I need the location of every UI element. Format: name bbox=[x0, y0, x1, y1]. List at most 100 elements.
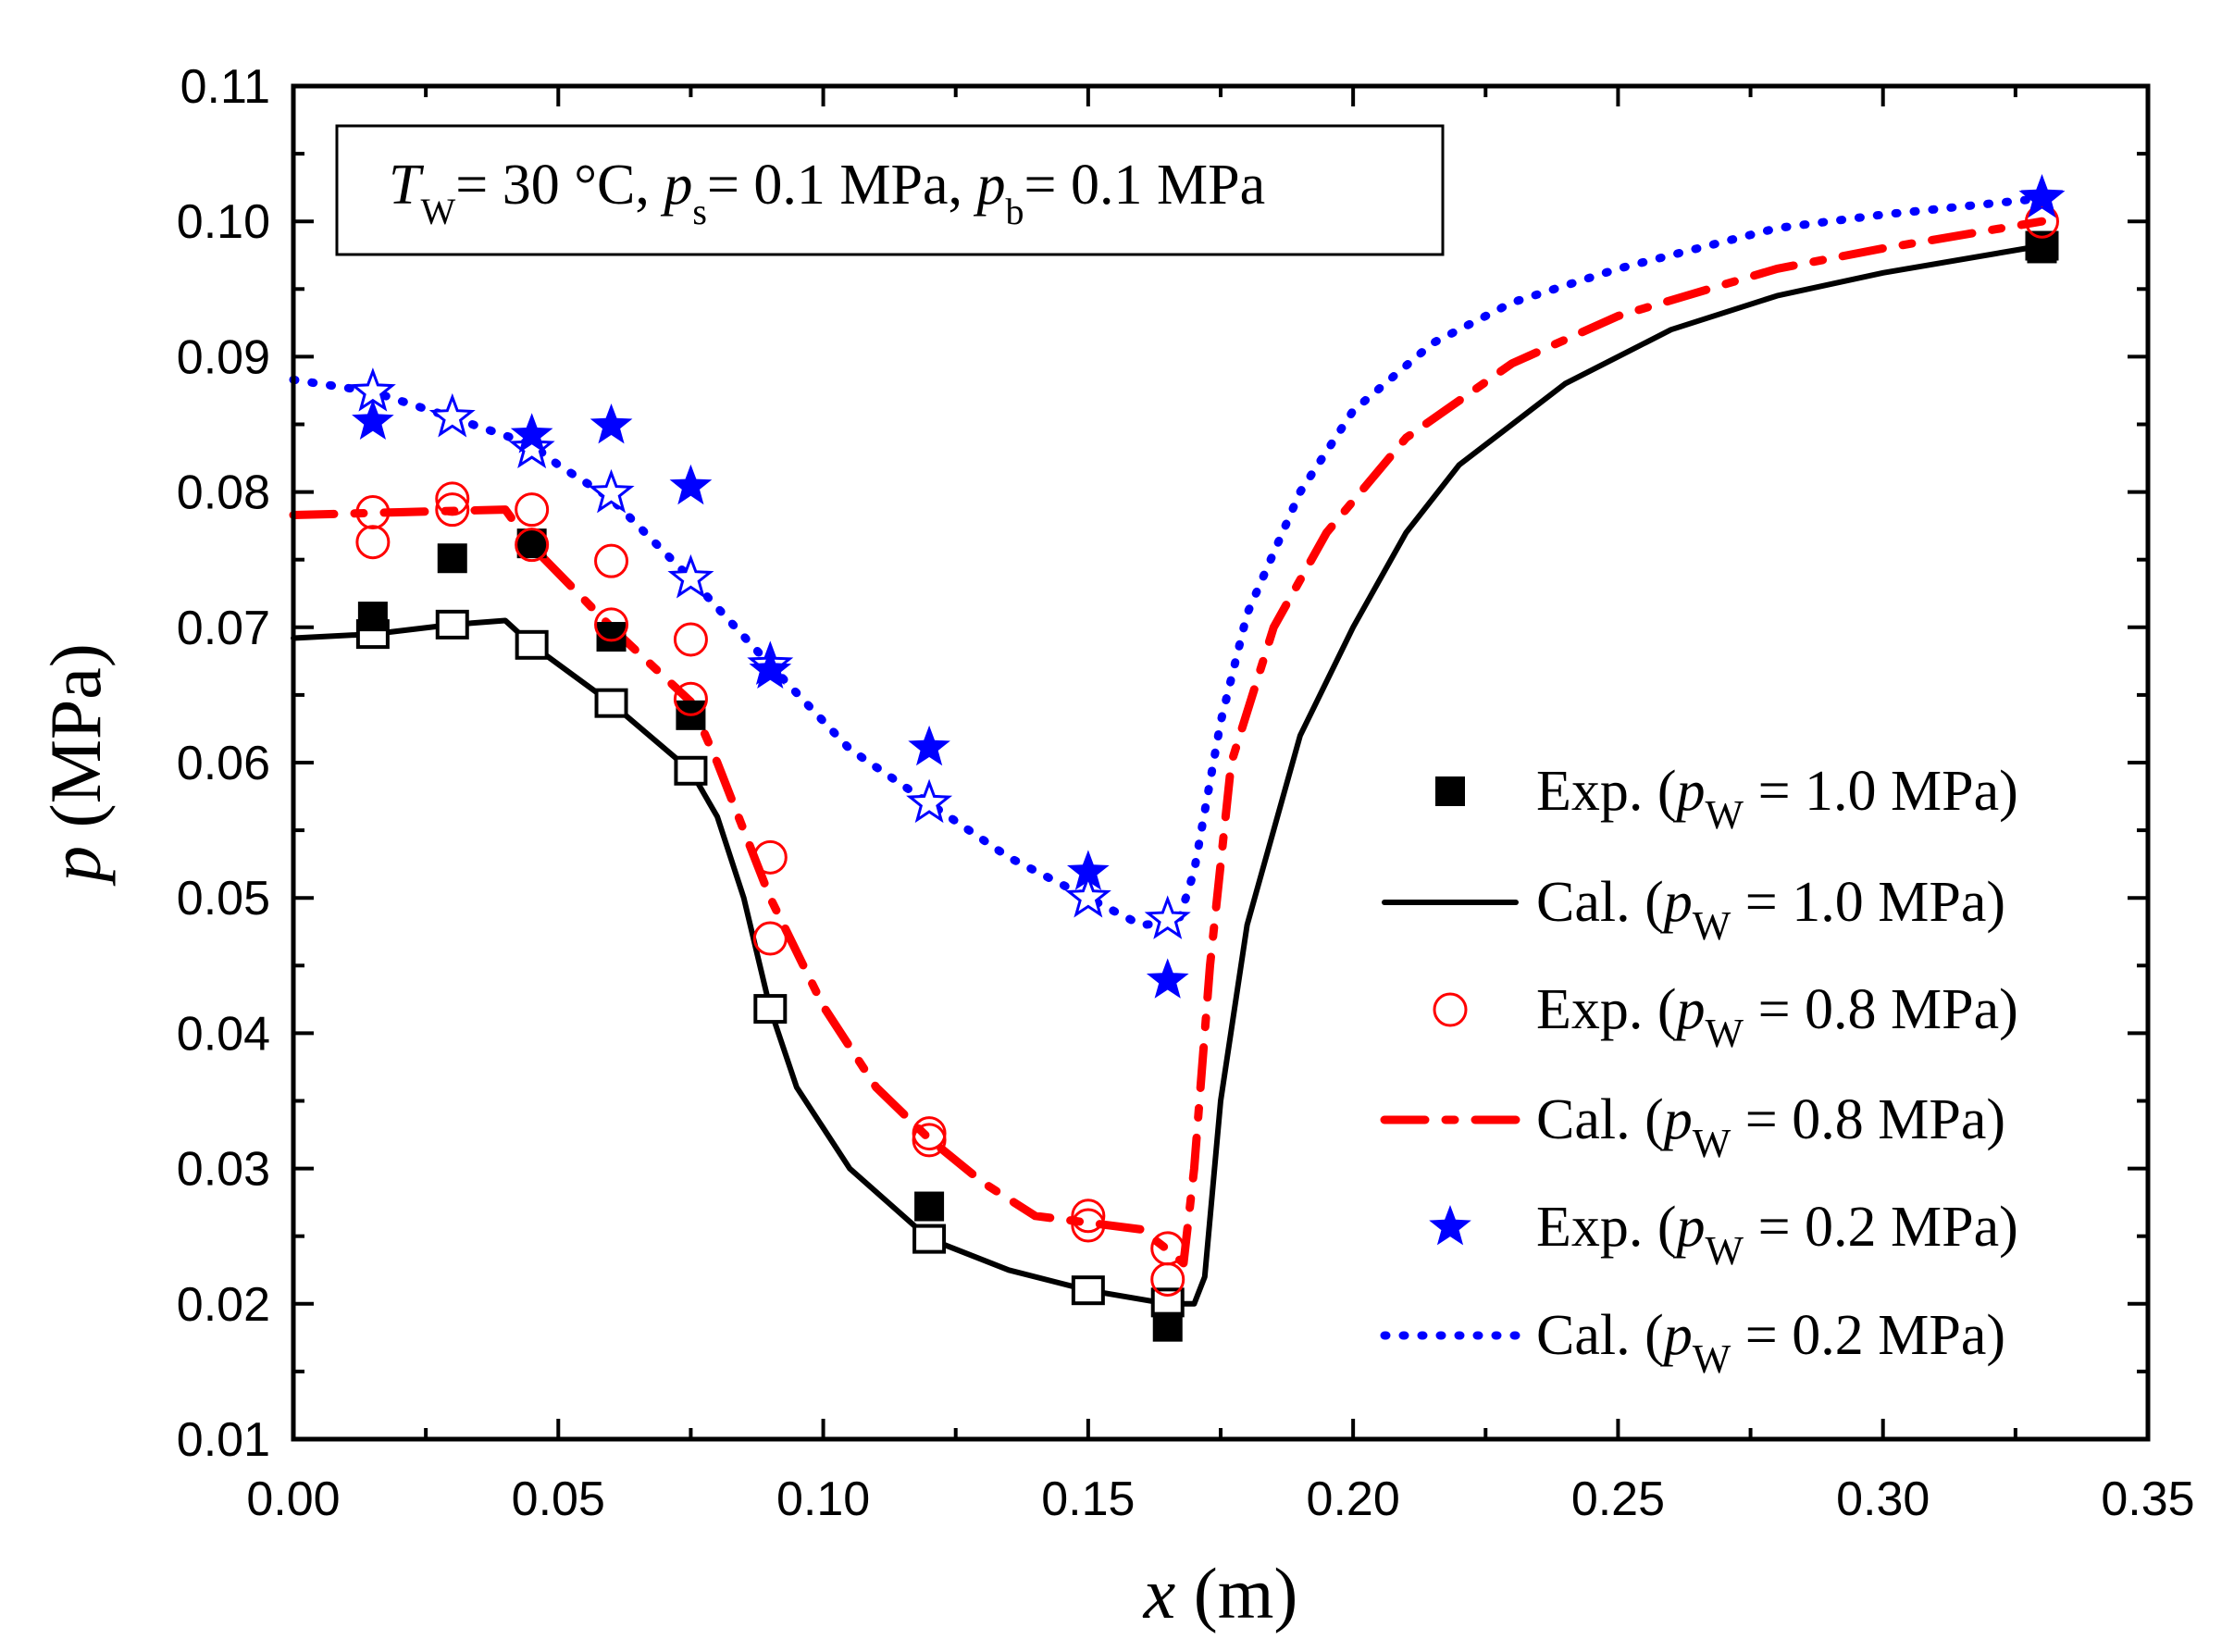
annotation-part: = 0.1 MPa, bbox=[707, 154, 977, 217]
legend-label-prefix: Cal. ( bbox=[1536, 871, 1664, 934]
legend-label-var: p bbox=[1673, 978, 1706, 1041]
data-point-star-open bbox=[906, 778, 953, 824]
data-point-circle-open bbox=[1150, 1261, 1185, 1297]
data-point-star-open bbox=[428, 392, 476, 438]
data-point-circle-open bbox=[435, 492, 470, 528]
legend-label: Exp. (pW = 1.0 MPa) bbox=[1536, 760, 2018, 838]
legend-label: Cal. (pW = 0.2 MPa) bbox=[1536, 1304, 2005, 1382]
x-tick-label: 0.30 bbox=[1836, 1472, 1930, 1526]
data-point-star-filled bbox=[510, 413, 553, 453]
series-line-ff0000 bbox=[289, 217, 2046, 1268]
x-tick-label: 0.15 bbox=[1041, 1472, 1135, 1526]
y-axis-var: p bbox=[35, 846, 116, 887]
x-tick-label: 0.10 bbox=[776, 1472, 870, 1526]
y-tick-label: 0.03 bbox=[177, 1143, 270, 1197]
annotation-part: = 30 °C, bbox=[455, 154, 664, 217]
legend-label: Cal. (pW = 0.8 MPa) bbox=[1536, 1088, 2005, 1166]
y-axis-label: p (MPa) bbox=[35, 643, 116, 887]
legend-label-prefix: Cal. ( bbox=[1536, 1088, 1664, 1151]
legend-label-var: p bbox=[1673, 1196, 1706, 1259]
data-point-circle-open bbox=[912, 1123, 947, 1158]
annotation-part: T bbox=[389, 154, 425, 217]
x-axis-var: x bbox=[1143, 1553, 1176, 1633]
data-point-star-filled bbox=[2020, 174, 2064, 216]
legend-label-sub: W bbox=[1706, 1011, 1744, 1056]
data-point-square-filled bbox=[437, 543, 467, 574]
legend-item: Cal. (pW = 0.2 MPa) bbox=[1380, 1304, 2005, 1382]
data-point-square-open bbox=[1150, 1287, 1185, 1318]
legend-label-sub: W bbox=[1706, 1228, 1744, 1273]
data-point-circle-open bbox=[435, 481, 470, 516]
data-point-star-open bbox=[667, 553, 714, 599]
x-tick-label: 0.20 bbox=[1307, 1472, 1400, 1526]
legend-label-suffix: = 0.8 MPa) bbox=[1744, 978, 2018, 1041]
y-tick-label: 0.04 bbox=[177, 1007, 270, 1061]
data-point-square-filled bbox=[357, 602, 388, 632]
annotation-part: p bbox=[974, 154, 1006, 217]
data-point-circle-open bbox=[1433, 992, 1468, 1027]
data-point-star-filled bbox=[749, 648, 792, 689]
data-point-circle-open bbox=[1071, 1208, 1106, 1243]
data-point-circle-open bbox=[912, 1116, 947, 1151]
data-point-square-open bbox=[594, 688, 628, 718]
data-point-star-filled bbox=[1067, 850, 1110, 890]
legend-label-prefix: Exp. ( bbox=[1536, 760, 1677, 823]
data-point-star-open bbox=[588, 468, 635, 514]
legend-label-sub: W bbox=[1693, 1336, 1731, 1382]
legend-label-suffix: = 0.2 MPa) bbox=[1731, 1304, 2005, 1367]
legend-label-suffix: = 0.2 MPa) bbox=[1744, 1196, 2018, 1259]
data-point-star-filled bbox=[352, 399, 394, 440]
y-tick-label: 0.08 bbox=[177, 466, 270, 520]
legend-label-sub: W bbox=[1706, 792, 1744, 838]
series-line-0000ff bbox=[289, 193, 2046, 929]
legend-label-var: p bbox=[1660, 1304, 1693, 1367]
y-tick-label: 0.01 bbox=[177, 1413, 270, 1467]
axes: 0.00 0.05 0.10 0.15 0.20 0.25 0.30 0.35 0.01 0.02… bbox=[177, 60, 2195, 1526]
data-point-square-open bbox=[1071, 1275, 1105, 1306]
legend-label-prefix: Exp. ( bbox=[1536, 1196, 1677, 1259]
legend-item: Cal. (pW = 1.0 MPa) bbox=[1382, 871, 2005, 949]
data-point-square-filled bbox=[914, 1191, 945, 1222]
y-tick-label: 0.10 bbox=[177, 195, 270, 249]
y-tick-label: 0.02 bbox=[177, 1278, 270, 1332]
legend-label-sub: W bbox=[1693, 903, 1731, 949]
x-axis-label: x (m) bbox=[1143, 1553, 1298, 1633]
data-point-star-open bbox=[1064, 873, 1111, 918]
annotation-part: p bbox=[660, 154, 692, 217]
data-point-star-filled bbox=[669, 464, 713, 505]
x-tick-label: 0.25 bbox=[1571, 1472, 1665, 1526]
data-point-circle-open bbox=[752, 921, 788, 956]
data-point-circle-open bbox=[594, 543, 629, 578]
legend-label-var: p bbox=[1660, 871, 1693, 934]
y-tick-label: 0.11 bbox=[180, 60, 270, 114]
legend: Exp. (pW = 1.0 MPa) Cal. (pW = 1.0 MPa) Ex… bbox=[1380, 760, 2018, 1382]
x-tick-label: 0.00 bbox=[246, 1472, 340, 1526]
annotation-part: W bbox=[420, 191, 455, 232]
data-point-circle-open bbox=[673, 681, 708, 716]
legend-label-suffix: = 0.8 MPa) bbox=[1731, 1088, 2005, 1151]
data-point-square-open bbox=[515, 629, 549, 660]
data-point-star-filled bbox=[1429, 1205, 1471, 1246]
data-point-square-filled bbox=[1435, 776, 1465, 806]
data-point-circle-open bbox=[594, 607, 629, 642]
legend-item: Exp. (pW = 0.8 MPa) bbox=[1433, 978, 2018, 1056]
y-tick-label: 0.05 bbox=[177, 872, 270, 925]
legend-label-var: p bbox=[1660, 1088, 1693, 1151]
data-point-star-open bbox=[508, 424, 555, 469]
plot-marks bbox=[289, 173, 2066, 1342]
legend-label-prefix: Exp. ( bbox=[1536, 978, 1677, 1041]
annotation-part: b bbox=[1006, 191, 1024, 232]
x-tick-label: 0.35 bbox=[2101, 1472, 2194, 1526]
data-point-circle-open bbox=[355, 525, 391, 560]
data-point-square-open bbox=[435, 609, 469, 640]
legend-item: Exp. (pW = 0.2 MPa) bbox=[1429, 1196, 2018, 1273]
data-point-square-open bbox=[753, 994, 788, 1025]
data-point-square-open bbox=[912, 1223, 947, 1254]
data-point-circle-open bbox=[355, 495, 391, 530]
data-point-square-filled bbox=[1152, 1311, 1183, 1342]
legend-label-sub: W bbox=[1693, 1121, 1731, 1166]
y-tick-label: 0.06 bbox=[177, 737, 270, 790]
legend-item: Exp. (pW = 1.0 MPa) bbox=[1435, 760, 2018, 838]
data-point-star-open bbox=[1144, 895, 1191, 939]
